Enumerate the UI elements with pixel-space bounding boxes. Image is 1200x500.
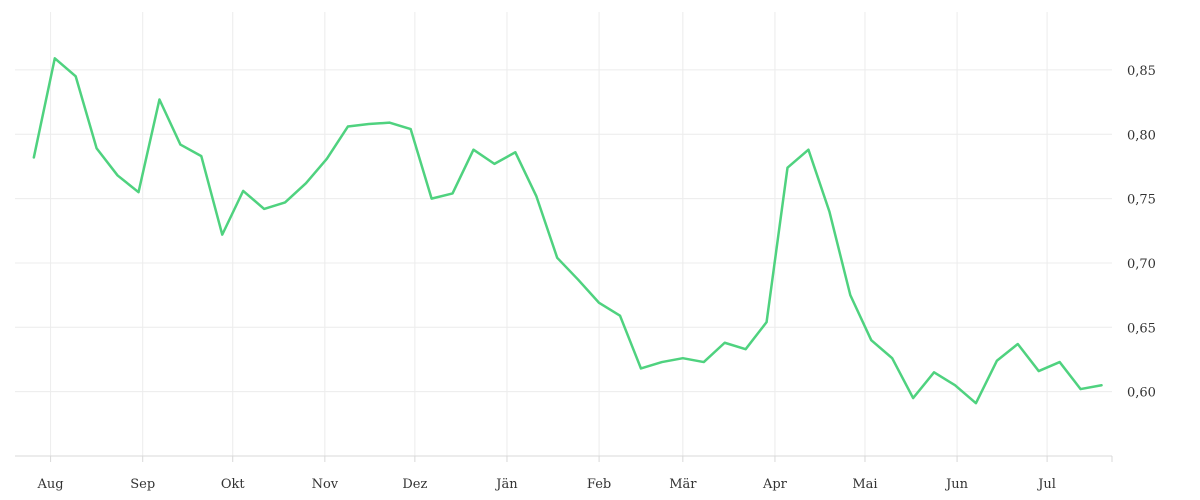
y-tick-label: 0,80 bbox=[1127, 128, 1156, 143]
y-tick-label: 0,70 bbox=[1127, 257, 1156, 272]
x-tick-label: Jun bbox=[944, 477, 969, 492]
data-point bbox=[577, 278, 579, 280]
data-point bbox=[221, 233, 223, 235]
data-point bbox=[326, 158, 328, 160]
data-point bbox=[1058, 361, 1060, 363]
data-point bbox=[200, 155, 202, 157]
x-tick-label: Apr bbox=[762, 477, 788, 492]
data-point bbox=[451, 192, 453, 194]
data-point bbox=[430, 197, 432, 199]
data-point bbox=[1038, 370, 1040, 372]
x-tick-label: Feb bbox=[587, 477, 611, 492]
data-point bbox=[409, 128, 411, 130]
data-point bbox=[891, 357, 893, 359]
x-tick-label: Nov bbox=[312, 477, 339, 492]
data-point bbox=[242, 190, 244, 192]
data-point bbox=[1100, 384, 1102, 386]
data-point bbox=[598, 302, 600, 304]
data-point bbox=[556, 257, 558, 259]
data-point bbox=[619, 315, 621, 317]
x-tick-label: Dez bbox=[402, 477, 427, 492]
data-point bbox=[996, 360, 998, 362]
data-point bbox=[284, 201, 286, 203]
x-tick-label: Sep bbox=[130, 477, 155, 492]
x-tick-label: Mai bbox=[852, 477, 877, 492]
y-tick-label: 0,60 bbox=[1127, 386, 1156, 401]
data-point bbox=[849, 294, 851, 296]
axis-layer bbox=[15, 455, 1113, 462]
data-point bbox=[661, 361, 663, 363]
x-tick-label: Jän bbox=[494, 477, 518, 492]
data-point bbox=[263, 208, 265, 210]
data-point bbox=[870, 339, 872, 341]
data-point bbox=[807, 149, 809, 151]
data-point bbox=[514, 151, 516, 153]
data-point bbox=[368, 123, 370, 125]
data-point bbox=[389, 121, 391, 123]
series-layer bbox=[32, 57, 1103, 405]
data-point bbox=[75, 75, 77, 77]
data-point bbox=[975, 402, 977, 404]
series-line bbox=[32, 57, 1103, 405]
data-point bbox=[54, 57, 56, 59]
y-tick-label: 0,85 bbox=[1127, 64, 1156, 79]
x-tick-label: Okt bbox=[221, 477, 246, 492]
data-point bbox=[179, 143, 181, 145]
x-tick-label: Jul bbox=[1036, 477, 1056, 492]
y-tick-label: 0,65 bbox=[1127, 321, 1156, 336]
data-point bbox=[472, 149, 474, 151]
data-point bbox=[137, 191, 139, 193]
data-point bbox=[724, 342, 726, 344]
data-point bbox=[1017, 343, 1019, 345]
data-point bbox=[912, 397, 914, 399]
y-tick-label: 0,75 bbox=[1127, 193, 1156, 208]
data-point bbox=[493, 163, 495, 165]
data-point bbox=[347, 125, 349, 127]
data-point bbox=[158, 98, 160, 100]
data-point bbox=[933, 371, 935, 373]
data-point bbox=[535, 195, 537, 197]
data-point bbox=[786, 167, 788, 169]
data-point bbox=[682, 357, 684, 359]
label-layer: Aug Sep Okt Nov Dez Jän Feb Mär Apr Mai Jun Jul 0,60… bbox=[37, 64, 1156, 492]
data-point bbox=[765, 321, 767, 323]
data-point bbox=[640, 367, 642, 369]
data-point bbox=[95, 147, 97, 149]
data-point bbox=[33, 156, 35, 158]
data-point bbox=[954, 384, 956, 386]
data-point bbox=[744, 348, 746, 350]
grid-layer bbox=[15, 12, 1112, 456]
x-tick-label: Mär bbox=[669, 477, 697, 492]
data-point bbox=[703, 361, 705, 363]
data-point bbox=[305, 182, 307, 184]
data-point bbox=[1079, 388, 1081, 390]
data-point bbox=[116, 174, 118, 176]
x-tick-label: Aug bbox=[37, 477, 64, 492]
data-point bbox=[828, 210, 830, 212]
